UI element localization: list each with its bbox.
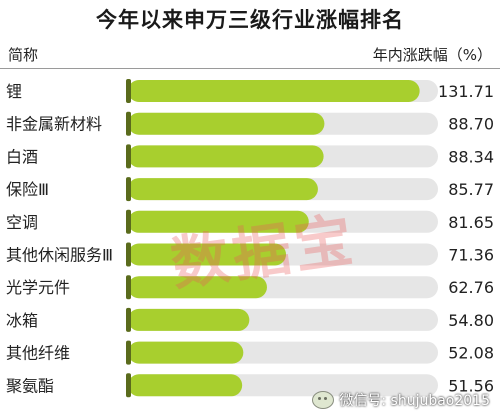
bar-cap	[126, 79, 131, 103]
category-label: 冰箱	[6, 311, 38, 330]
value-label: 85.77	[448, 180, 494, 199]
bar	[128, 80, 420, 102]
bar-cap	[126, 111, 131, 136]
value-header: 年内涨跌幅（%）	[372, 46, 492, 64]
bar-cap	[126, 307, 131, 332]
value-label: 88.34	[448, 147, 494, 166]
category-label: 非金属新材料	[6, 115, 102, 134]
bar	[128, 178, 318, 201]
wechat-icon	[312, 391, 335, 409]
bar-cap	[126, 242, 131, 267]
bar-cap	[126, 209, 131, 234]
wechat-footer: 微信号: shujubao2015	[312, 390, 490, 410]
category-label: 空调	[6, 213, 38, 232]
category-label: 锂	[6, 82, 22, 101]
value-label: 52.08	[448, 344, 494, 363]
category-label: 保险Ⅲ	[6, 180, 49, 199]
bar	[128, 210, 309, 233]
bar-cap	[126, 177, 131, 202]
value-label: 51.56	[448, 376, 494, 395]
bar-cap	[126, 144, 131, 169]
bar	[128, 145, 324, 168]
value-label: 81.65	[448, 213, 494, 232]
chart-title: 今年以来申万三级行业涨幅排名	[96, 8, 404, 32]
value-label: 54.80	[448, 311, 494, 330]
bar	[128, 308, 250, 331]
bar-cap	[126, 340, 131, 365]
bar	[128, 243, 287, 266]
bar	[128, 341, 244, 364]
bar	[128, 276, 267, 299]
value-label: 71.36	[448, 246, 494, 265]
category-label: 光学元件	[6, 278, 70, 297]
value-label: 62.76	[448, 278, 494, 297]
header-divider	[0, 68, 500, 69]
bar	[128, 112, 325, 135]
category-label: 其他纤维	[6, 344, 70, 363]
category-label: 白酒	[6, 147, 38, 166]
bar	[128, 374, 243, 397]
category-header: 简称	[8, 46, 39, 64]
bar-cap	[126, 373, 131, 398]
category-label: 其他休闲服务Ⅲ	[6, 246, 113, 265]
value-label: 88.70	[448, 115, 494, 134]
category-label: 聚氨酯	[6, 376, 54, 395]
value-label: 131.71	[438, 82, 494, 101]
wechat-label: 微信号: shujubao2015	[339, 393, 490, 409]
bar-cap	[126, 275, 131, 300]
